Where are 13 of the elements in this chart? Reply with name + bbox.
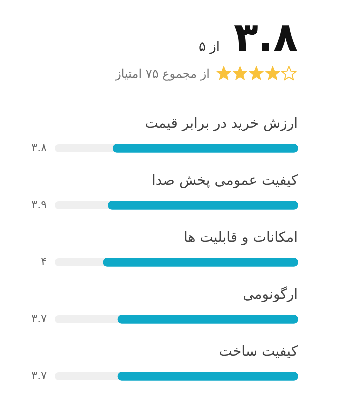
text: از مجموع ۷۵ امتیاز	[116, 67, 210, 81]
y-tick-label: امکانات و قابلیت ها	[184, 230, 298, 246]
y-tick-label: ارگونومی	[243, 286, 298, 304]
data-label: ۳.۷	[32, 312, 48, 326]
data-label: ۳.۷	[32, 369, 48, 382]
chart-subtitle: از ۵	[198, 40, 220, 55]
data-label: ۳.۸	[32, 141, 48, 154]
y-tick-label: کیفیت عمومی پخش صدا	[152, 173, 298, 190]
y-tick-label: ارزش خرید در برابر قیمت	[145, 116, 298, 132]
data-label: ۴	[41, 255, 48, 268]
chart-title: ۳.۸	[234, 14, 298, 62]
y-tick-label: کیفیت ساخت	[219, 344, 298, 360]
data-label: ۳.۹	[32, 198, 48, 212]
